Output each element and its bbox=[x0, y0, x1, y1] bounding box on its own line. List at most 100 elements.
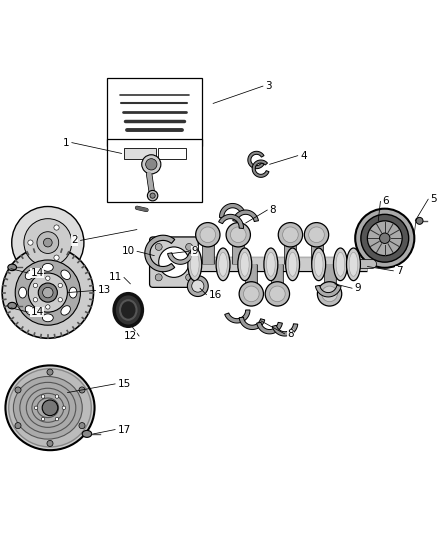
Text: 8: 8 bbox=[269, 205, 276, 215]
Ellipse shape bbox=[61, 306, 71, 315]
Circle shape bbox=[54, 255, 59, 260]
Circle shape bbox=[28, 273, 67, 312]
Circle shape bbox=[24, 219, 72, 266]
Ellipse shape bbox=[314, 252, 323, 276]
Text: 12: 12 bbox=[124, 331, 137, 341]
Text: 14: 14 bbox=[30, 268, 44, 278]
Circle shape bbox=[416, 217, 423, 224]
Circle shape bbox=[269, 286, 285, 302]
Circle shape bbox=[230, 227, 246, 243]
Circle shape bbox=[192, 280, 204, 292]
Circle shape bbox=[186, 274, 193, 281]
Ellipse shape bbox=[240, 252, 249, 276]
Circle shape bbox=[155, 244, 162, 251]
Circle shape bbox=[265, 282, 290, 306]
Circle shape bbox=[54, 225, 59, 230]
Circle shape bbox=[155, 274, 162, 281]
Text: 13: 13 bbox=[98, 285, 111, 295]
Circle shape bbox=[196, 223, 220, 247]
Ellipse shape bbox=[19, 287, 27, 298]
Ellipse shape bbox=[14, 376, 82, 439]
Circle shape bbox=[367, 221, 402, 256]
Text: 7: 7 bbox=[396, 266, 402, 276]
Circle shape bbox=[12, 206, 84, 279]
Circle shape bbox=[55, 395, 59, 398]
Ellipse shape bbox=[9, 369, 91, 447]
Polygon shape bbox=[219, 204, 244, 217]
Circle shape bbox=[142, 155, 161, 174]
Circle shape bbox=[42, 400, 58, 416]
Circle shape bbox=[187, 276, 208, 296]
Circle shape bbox=[79, 423, 85, 429]
Ellipse shape bbox=[312, 248, 325, 281]
Ellipse shape bbox=[37, 398, 59, 417]
Circle shape bbox=[380, 233, 390, 244]
Polygon shape bbox=[239, 317, 265, 329]
Ellipse shape bbox=[286, 248, 300, 281]
Polygon shape bbox=[158, 148, 186, 159]
Ellipse shape bbox=[120, 300, 137, 320]
Polygon shape bbox=[248, 151, 264, 168]
FancyBboxPatch shape bbox=[149, 237, 198, 287]
Text: 4: 4 bbox=[300, 151, 307, 160]
Circle shape bbox=[15, 387, 21, 393]
Circle shape bbox=[58, 283, 63, 288]
Text: 8: 8 bbox=[287, 329, 293, 339]
Ellipse shape bbox=[114, 294, 142, 326]
Circle shape bbox=[55, 417, 59, 421]
Circle shape bbox=[42, 287, 53, 298]
Circle shape bbox=[28, 240, 33, 245]
Circle shape bbox=[309, 227, 324, 243]
Circle shape bbox=[283, 227, 298, 243]
Text: 17: 17 bbox=[117, 425, 131, 434]
Polygon shape bbox=[168, 253, 193, 264]
Ellipse shape bbox=[238, 248, 252, 281]
Ellipse shape bbox=[333, 248, 347, 281]
Circle shape bbox=[46, 276, 50, 280]
Circle shape bbox=[34, 406, 38, 409]
Ellipse shape bbox=[25, 306, 35, 315]
Text: 16: 16 bbox=[208, 290, 222, 300]
Circle shape bbox=[15, 423, 21, 429]
Circle shape bbox=[38, 283, 57, 302]
Circle shape bbox=[15, 260, 81, 325]
Ellipse shape bbox=[191, 252, 199, 276]
Circle shape bbox=[43, 238, 52, 247]
Polygon shape bbox=[225, 310, 250, 323]
Ellipse shape bbox=[8, 264, 17, 271]
Text: 3: 3 bbox=[265, 81, 272, 91]
Circle shape bbox=[239, 282, 264, 306]
Circle shape bbox=[186, 244, 193, 251]
Circle shape bbox=[37, 232, 59, 254]
Circle shape bbox=[58, 297, 63, 302]
Ellipse shape bbox=[188, 248, 202, 281]
Ellipse shape bbox=[26, 388, 69, 427]
Polygon shape bbox=[124, 148, 156, 159]
Ellipse shape bbox=[5, 366, 95, 450]
Ellipse shape bbox=[216, 248, 230, 281]
Circle shape bbox=[150, 193, 155, 198]
Text: 14: 14 bbox=[30, 307, 44, 317]
Circle shape bbox=[46, 305, 50, 309]
Circle shape bbox=[200, 227, 215, 243]
Circle shape bbox=[147, 190, 158, 201]
Text: 6: 6 bbox=[383, 196, 389, 206]
Circle shape bbox=[159, 247, 189, 277]
Text: 10: 10 bbox=[122, 246, 135, 256]
Text: 11: 11 bbox=[109, 272, 122, 282]
Circle shape bbox=[355, 209, 414, 268]
Ellipse shape bbox=[42, 263, 53, 271]
Ellipse shape bbox=[42, 314, 53, 322]
Polygon shape bbox=[257, 322, 283, 334]
Text: 1: 1 bbox=[63, 138, 70, 148]
Circle shape bbox=[244, 286, 259, 302]
Ellipse shape bbox=[336, 252, 345, 276]
Circle shape bbox=[62, 406, 66, 409]
Polygon shape bbox=[252, 160, 269, 177]
Ellipse shape bbox=[346, 248, 360, 281]
Ellipse shape bbox=[349, 252, 358, 276]
Ellipse shape bbox=[82, 431, 92, 438]
Circle shape bbox=[47, 440, 53, 447]
Polygon shape bbox=[145, 235, 175, 272]
Text: 9: 9 bbox=[191, 246, 198, 256]
